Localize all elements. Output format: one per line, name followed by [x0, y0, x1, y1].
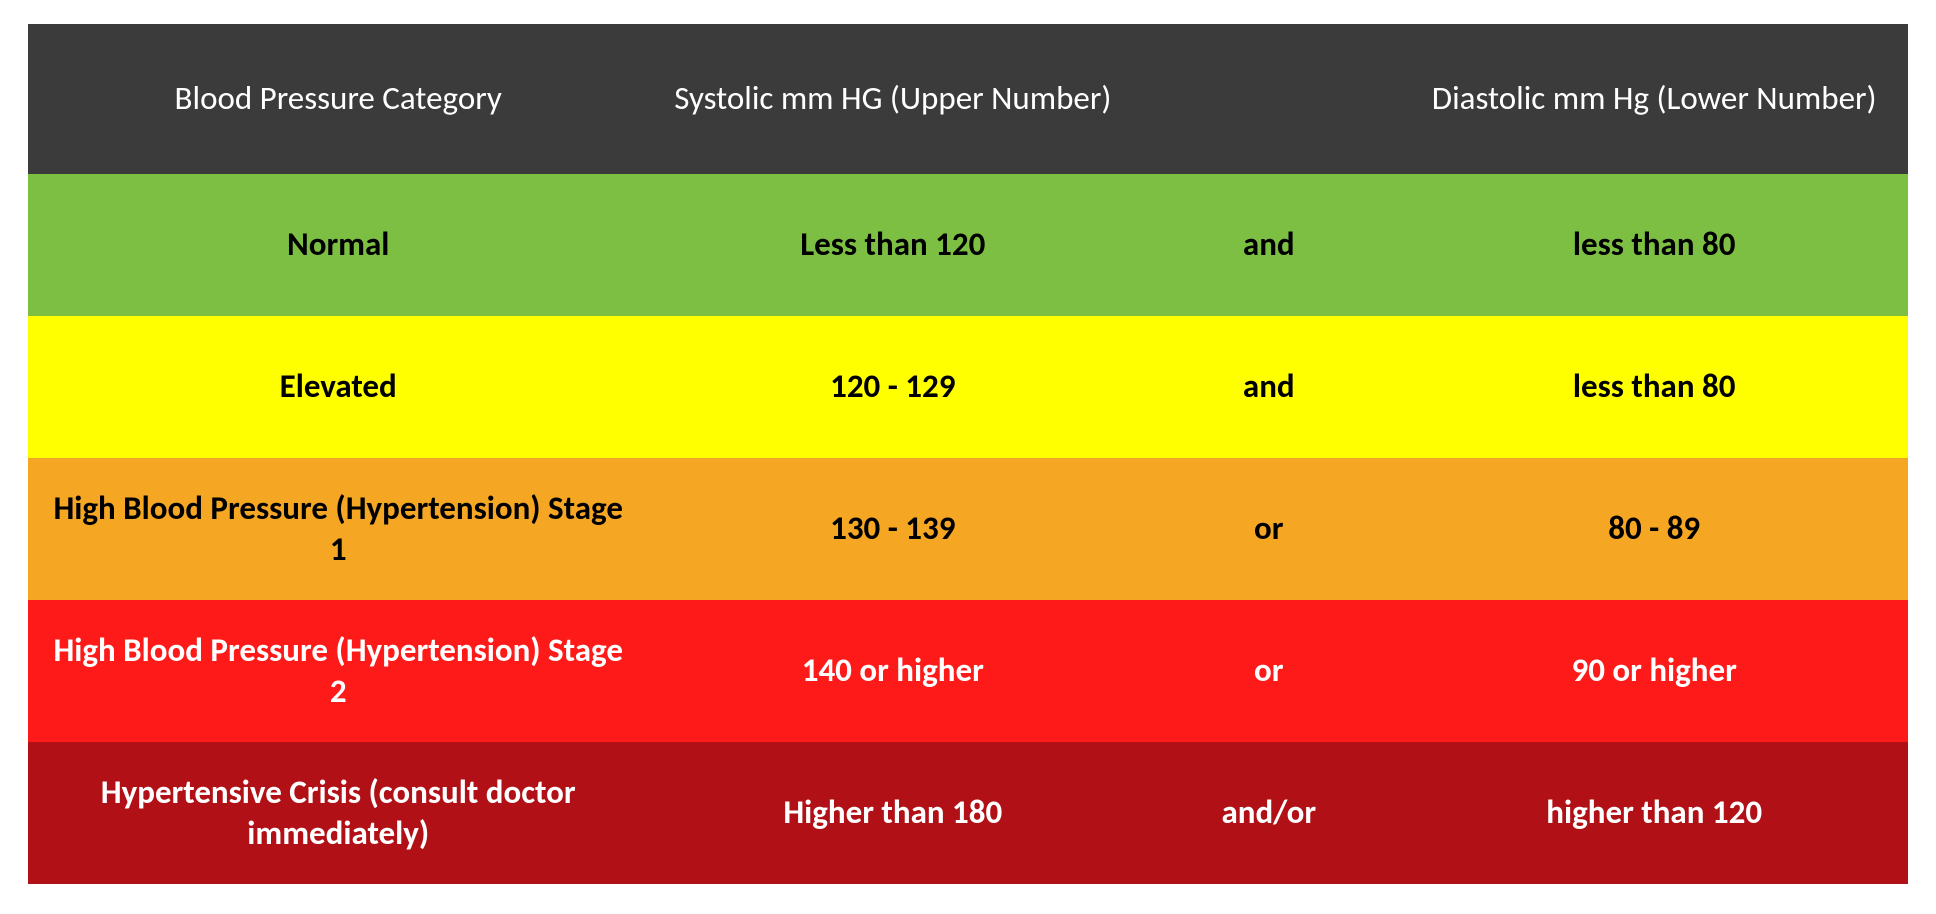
- cell-category: Elevated: [28, 316, 648, 458]
- cell-operator: and: [1137, 174, 1400, 316]
- table-body: NormalLess than 120andless than 80Elevat…: [28, 174, 1908, 884]
- cell-category: High Blood Pressure (Hypertension) Stage…: [28, 458, 648, 600]
- cell-category: Normal: [28, 174, 648, 316]
- cell-diastolic: 80 - 89: [1400, 458, 1908, 600]
- blood-pressure-table: Blood Pressure Category Systolic mm HG (…: [28, 24, 1908, 884]
- page-wrapper: Blood Pressure Category Systolic mm HG (…: [0, 0, 1936, 908]
- table-row: NormalLess than 120andless than 80: [28, 174, 1908, 316]
- table-row: Hypertensive Crisis (consult doctor imme…: [28, 742, 1908, 884]
- cell-operator: and/or: [1137, 742, 1400, 884]
- cell-operator: or: [1137, 458, 1400, 600]
- table-head: Blood Pressure Category Systolic mm HG (…: [28, 24, 1908, 174]
- table-header-row: Blood Pressure Category Systolic mm HG (…: [28, 24, 1908, 174]
- cell-systolic: 140 or higher: [648, 600, 1137, 742]
- cell-systolic: 120 - 129: [648, 316, 1137, 458]
- cell-category: High Blood Pressure (Hypertension) Stage…: [28, 600, 648, 742]
- cell-category: Hypertensive Crisis (consult doctor imme…: [28, 742, 648, 884]
- cell-operator: or: [1137, 600, 1400, 742]
- cell-systolic: 130 - 139: [648, 458, 1137, 600]
- cell-operator: and: [1137, 316, 1400, 458]
- cell-diastolic: less than 80: [1400, 174, 1908, 316]
- header-category: Blood Pressure Category: [28, 24, 648, 174]
- cell-systolic: Higher than 180: [648, 742, 1137, 884]
- cell-systolic: Less than 120: [648, 174, 1137, 316]
- table-row: High Blood Pressure (Hypertension) Stage…: [28, 600, 1908, 742]
- cell-diastolic: higher than 120: [1400, 742, 1908, 884]
- header-systolic: Systolic mm HG (Upper Number): [648, 24, 1137, 174]
- header-operator: [1137, 24, 1400, 174]
- table-row: Elevated120 - 129andless than 80: [28, 316, 1908, 458]
- header-diastolic: Diastolic mm Hg (Lower Number): [1400, 24, 1908, 174]
- cell-diastolic: less than 80: [1400, 316, 1908, 458]
- cell-diastolic: 90 or higher: [1400, 600, 1908, 742]
- table-row: High Blood Pressure (Hypertension) Stage…: [28, 458, 1908, 600]
